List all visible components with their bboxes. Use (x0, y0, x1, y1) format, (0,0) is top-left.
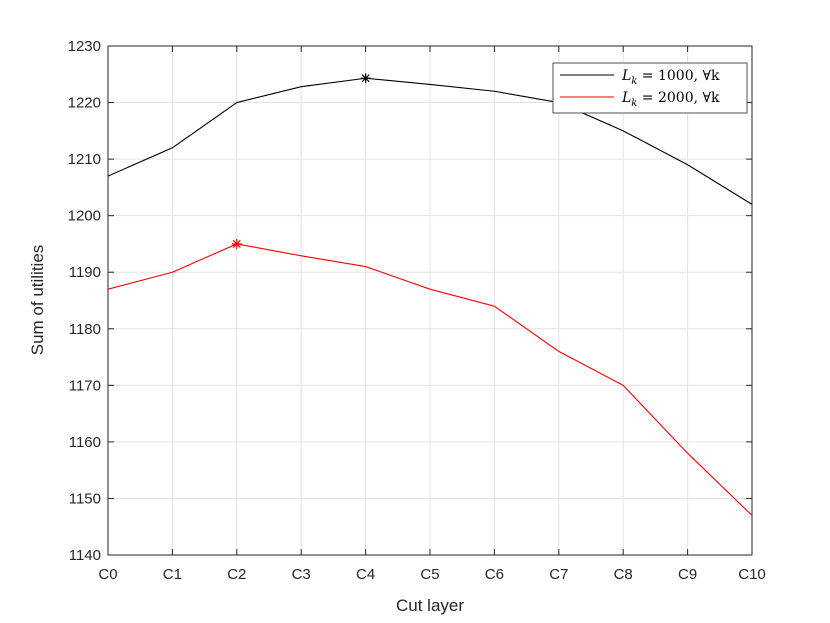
y-tick-label: 1200 (68, 208, 101, 225)
x-tick-label: C7 (549, 566, 568, 583)
y-tick-label: 1170 (69, 377, 101, 394)
y-tick-label: 1160 (69, 434, 101, 451)
series-layer (107, 73, 753, 516)
x-tick-label: C8 (614, 566, 633, 583)
x-tick-label: C1 (163, 566, 182, 583)
x-axis-label: Cut layer (396, 596, 464, 615)
series-line-1 (107, 73, 753, 205)
y-tick-label: 1230 (68, 38, 101, 55)
legend-box (552, 62, 748, 114)
y-axis-label: Sum of utilities (28, 245, 47, 356)
x-tick-label: C10 (738, 566, 766, 583)
legend-item-2: Lk = 2000, ∀k (560, 90, 720, 109)
y-tick-label: 1210 (68, 151, 101, 168)
x-tick-label: C9 (678, 566, 697, 583)
y-tick-label: 1180 (69, 321, 101, 338)
axis-ticks: C0 C1 C2 C3 C4 C5 C6 C7 C8 C9 C10 1140 1150 1160 1170 1… (68, 38, 766, 583)
legend-label: Lk = 2000, ∀k (621, 90, 720, 109)
max-marker-star (231, 238, 242, 249)
y-tick-label: 1190 (69, 264, 101, 281)
x-tick-label: C5 (420, 566, 439, 583)
legend-item-1: Lk = 1000, ∀k (560, 68, 720, 87)
y-tick-label: 1220 (68, 95, 101, 112)
max-marker-star (360, 73, 371, 84)
x-tick-label: C2 (227, 566, 246, 583)
x-tick-label: C4 (356, 566, 375, 583)
y-tick-label: 1140 (69, 547, 101, 564)
legend: Lk = 1000, ∀k Lk = 2000, ∀k (552, 62, 748, 114)
series-line-2 (107, 238, 753, 516)
grid-lines (108, 46, 752, 555)
x-tick-label: C0 (98, 566, 117, 583)
x-tick-label: C3 (292, 566, 311, 583)
x-tick-label: C6 (485, 566, 504, 583)
y-tick-label: 1150 (69, 490, 101, 507)
legend-label: Lk = 1000, ∀k (621, 68, 720, 87)
